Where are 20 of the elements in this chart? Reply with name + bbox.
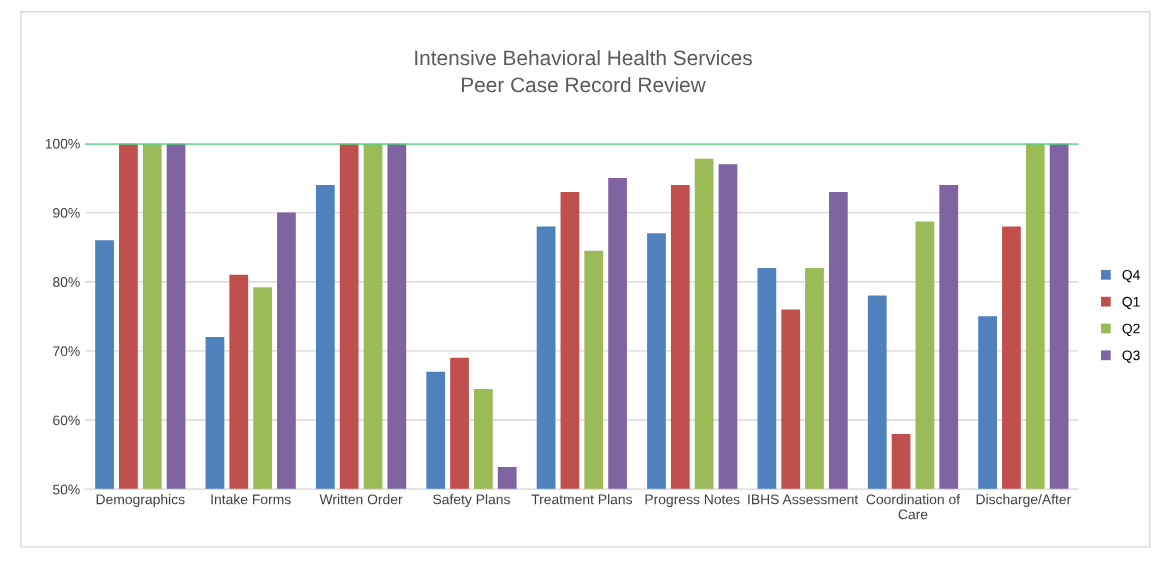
x-tick-label: IBHS Assessment [748,494,859,505]
chart-title: Intensive Behavioral Health Services Peer Case Record Review [415,49,752,93]
legend-label: Q1 [1122,296,1140,310]
legend-label: Q4 [1122,269,1140,283]
x-tick-label: Discharge/After [976,494,1071,508]
legend-label: Q3 [1122,350,1140,363]
x-tick-label: Demographics [96,494,185,508]
legend-label: Q2 [1122,323,1140,336]
y-tick-label: 80% [53,277,80,287]
y-tick-label: 90% [53,207,80,218]
x-tick-label: Safety Plans [433,494,510,508]
x-tick-label: Progress Notes [645,494,740,508]
y-tick-label: 50% [53,484,80,495]
x-tick-label: Intake Forms [211,494,291,505]
y-tick-label: 100% [45,138,80,149]
x-tick-label: Coordination of Care [866,494,961,520]
y-tick-label: 60% [53,415,80,426]
y-tick-label: 70% [53,346,80,357]
x-tick-label: Treatment Plans [531,494,633,505]
x-tick-label: Written Order [319,494,403,505]
